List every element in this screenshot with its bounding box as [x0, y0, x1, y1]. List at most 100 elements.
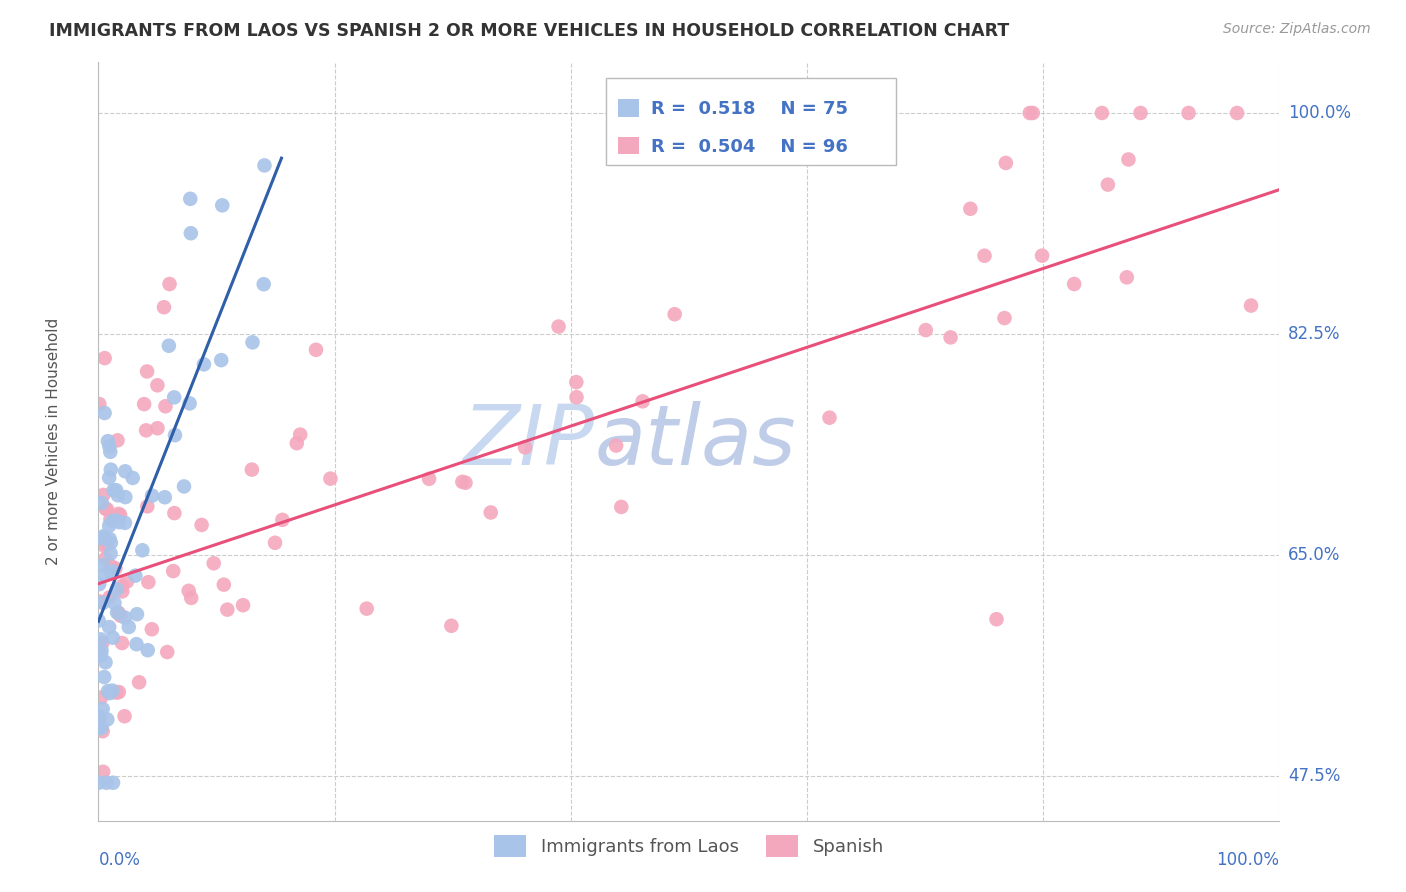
Point: [94, 551, 117, 566]
Point: [103, 596, 125, 610]
Point: [91, 558, 114, 573]
Point: [90, 721, 112, 735]
Point: [93, 488, 115, 502]
Point: [90, 632, 112, 647]
Point: [153, 300, 176, 314]
Text: IMMIGRANTS FROM LAOS VS SPANISH 2 OR MORE VEHICLES IN HOUSEHOLD CORRELATION CHAR: IMMIGRANTS FROM LAOS VS SPANISH 2 OR MOR…: [49, 22, 1010, 40]
Point: [90, 648, 112, 663]
Text: R =  0.518    N = 75: R = 0.518 N = 75: [651, 100, 848, 119]
Point: [98, 471, 121, 485]
Bar: [619, 99, 640, 117]
Point: [93, 670, 115, 684]
Point: [264, 536, 287, 550]
Point: [1018, 106, 1040, 120]
Point: [93, 529, 115, 543]
Point: [939, 330, 962, 344]
Point: [193, 357, 215, 371]
Point: [125, 637, 148, 651]
Point: [89, 397, 111, 411]
Point: [156, 645, 179, 659]
Point: [90, 690, 112, 705]
Point: [89, 648, 111, 662]
Point: [479, 506, 502, 520]
Point: [93, 406, 115, 420]
Point: [610, 500, 633, 514]
Point: [818, 410, 841, 425]
Point: [513, 441, 536, 455]
Point: [155, 399, 177, 413]
Legend: Immigrants from Laos, Spanish: Immigrants from Laos, Spanish: [486, 828, 891, 864]
Point: [105, 606, 128, 620]
Point: [146, 421, 169, 435]
Point: [94, 656, 117, 670]
Point: [173, 479, 195, 493]
Point: [98, 620, 121, 634]
Text: ZIP: ZIP: [463, 401, 595, 482]
Point: [98, 591, 121, 605]
Point: [163, 390, 186, 404]
Point: [180, 226, 202, 240]
Point: [100, 566, 122, 580]
Point: [121, 471, 143, 485]
Point: [547, 319, 569, 334]
Point: [100, 559, 122, 574]
Point: [319, 472, 342, 486]
Point: [128, 675, 150, 690]
Point: [163, 506, 186, 520]
Point: [440, 619, 463, 633]
Point: [114, 464, 136, 478]
Point: [90, 496, 112, 510]
Point: [101, 683, 124, 698]
Point: [91, 724, 114, 739]
Point: [115, 574, 138, 589]
Point: [451, 475, 474, 489]
Point: [96, 713, 118, 727]
Point: [111, 636, 134, 650]
Point: [454, 475, 477, 490]
Point: [664, 307, 686, 321]
Point: [153, 490, 176, 504]
Point: [217, 602, 239, 616]
Point: [98, 532, 121, 546]
Text: Source: ZipAtlas.com: Source: ZipAtlas.com: [1223, 22, 1371, 37]
Point: [132, 397, 155, 411]
Point: [100, 512, 122, 526]
Point: [138, 575, 160, 590]
Point: [105, 582, 128, 597]
Point: [141, 489, 163, 503]
Point: [860, 106, 883, 120]
Point: [103, 483, 125, 498]
Bar: [606, 78, 896, 165]
Point: [253, 158, 276, 172]
Point: [105, 685, 128, 699]
Point: [1240, 299, 1263, 313]
Point: [89, 594, 111, 608]
Point: [1118, 153, 1140, 167]
Point: [209, 353, 232, 368]
Point: [1022, 106, 1045, 120]
Point: [114, 610, 136, 624]
Point: [114, 709, 136, 723]
Point: [131, 543, 153, 558]
Point: [89, 577, 111, 591]
Point: [1129, 106, 1152, 120]
Bar: [619, 136, 640, 154]
Point: [111, 579, 134, 593]
Point: [107, 488, 129, 502]
Point: [212, 577, 235, 591]
Point: [1091, 106, 1114, 120]
Text: atlas: atlas: [595, 401, 796, 482]
Point: [135, 423, 157, 437]
Point: [136, 364, 159, 378]
Point: [114, 516, 136, 530]
Point: [108, 685, 131, 699]
Point: [253, 277, 276, 292]
Point: [305, 343, 328, 357]
Point: [180, 591, 202, 605]
Point: [1177, 106, 1199, 120]
Point: [97, 684, 120, 698]
Point: [179, 396, 201, 410]
Point: [177, 583, 200, 598]
Point: [179, 192, 201, 206]
Point: [93, 351, 115, 365]
